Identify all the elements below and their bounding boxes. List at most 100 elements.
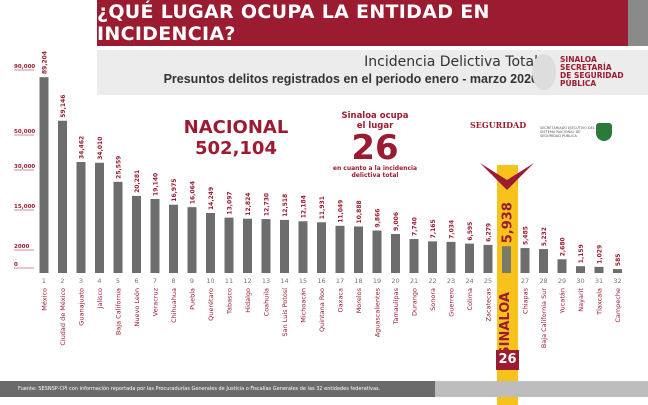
state-label: Tabasco bbox=[226, 288, 234, 315]
value-label: 20,281 bbox=[134, 170, 141, 193]
nacional-total: NACIONAL 502,104 bbox=[176, 117, 296, 159]
sinaloa-line2: el lugar bbox=[356, 121, 394, 131]
bar bbox=[39, 77, 49, 273]
value-label: 12,518 bbox=[282, 194, 289, 217]
state-label: Baja California bbox=[115, 288, 123, 335]
bar bbox=[613, 269, 622, 273]
bar bbox=[224, 217, 234, 273]
period: Presuntos delitos registrados en el peri… bbox=[163, 72, 538, 86]
state-label: Nuevo León bbox=[133, 288, 141, 326]
state-label: SINALOA bbox=[498, 292, 513, 356]
value-label: 1,029 bbox=[597, 245, 604, 264]
value-label: 12,824 bbox=[245, 193, 252, 216]
rank-label: 22 bbox=[428, 277, 436, 285]
y-tick-label: 2000 bbox=[14, 244, 29, 250]
rank-label: 21 bbox=[410, 277, 418, 285]
bar bbox=[557, 259, 567, 273]
rank-label: 10 bbox=[206, 277, 214, 285]
state-label: Baja California Sur bbox=[540, 288, 548, 348]
rank-label: 32 bbox=[613, 277, 621, 285]
bar bbox=[446, 241, 456, 273]
rank-label: 19 bbox=[373, 277, 381, 285]
state-label: Coahuila bbox=[263, 288, 271, 316]
header-title: ¿QUÉ LUGAR OCUPA LA ENTIDAD EN INCIDENCI… bbox=[97, 0, 628, 46]
rank-label: 16 bbox=[317, 277, 325, 285]
value-label: 7,740 bbox=[412, 217, 419, 236]
subtitle: Incidencia Delictiva Total bbox=[364, 54, 538, 70]
rank-label: 8 bbox=[171, 277, 175, 285]
rank-label: 25 bbox=[484, 277, 492, 285]
bar bbox=[280, 219, 289, 273]
rank-label: 29 bbox=[558, 277, 566, 285]
state-label: Chihuahua bbox=[170, 288, 178, 323]
rank-label: 31 bbox=[595, 277, 603, 285]
state-label: Guerrero bbox=[448, 288, 456, 317]
value-label: 11,049 bbox=[338, 200, 345, 223]
bar bbox=[428, 241, 437, 273]
value-label: 25,559 bbox=[116, 156, 123, 179]
rank-label: 3 bbox=[79, 277, 83, 285]
y-tick-label: 50,000 bbox=[14, 129, 35, 135]
state-label: Querétaro bbox=[207, 288, 215, 321]
value-label: 12,184 bbox=[301, 195, 308, 218]
state-label: Hidalgo bbox=[244, 288, 252, 313]
value-label: 5,232 bbox=[541, 227, 548, 246]
bar bbox=[76, 161, 86, 273]
value-label: 16,975 bbox=[171, 179, 178, 202]
bar bbox=[132, 195, 141, 273]
bar bbox=[317, 222, 326, 273]
rank-label: 30 bbox=[576, 277, 584, 285]
seguridad-logo: SEGURIDAD bbox=[470, 120, 527, 130]
header-accent bbox=[628, 0, 648, 46]
state-label: Nayarit bbox=[577, 288, 585, 312]
bar bbox=[187, 207, 197, 273]
state-label: Oaxaca bbox=[337, 288, 345, 313]
value-label: 1,159 bbox=[578, 244, 585, 263]
sinaloa-rank-box: Sinaloa ocupa el lugar 26 en cuanto a la… bbox=[320, 111, 430, 179]
state-label: Morelos bbox=[355, 287, 363, 313]
value-label: 7,034 bbox=[449, 220, 456, 239]
rank-label: 2 bbox=[60, 277, 64, 285]
state-label: Sonora bbox=[429, 288, 437, 311]
rank-label: 9 bbox=[190, 277, 194, 285]
value-label: 2,680 bbox=[560, 237, 567, 256]
state-label: Durango bbox=[411, 288, 419, 316]
state-label: Zacatecas bbox=[485, 287, 493, 321]
sinaloa-line1: Sinaloa ocupa bbox=[341, 111, 409, 121]
rank-label: 15 bbox=[299, 277, 307, 285]
rank-label: 7 bbox=[153, 277, 157, 285]
rank-label: 13 bbox=[262, 277, 270, 285]
sinaloa-ssp-logo: SINALOA SECRETARÍA DE SEGURIDAD PÚBLICA bbox=[560, 55, 624, 88]
rank-label: 17 bbox=[336, 277, 344, 285]
bar bbox=[391, 233, 400, 273]
value-label: 59,146 bbox=[60, 95, 67, 118]
y-tick-label: 0 bbox=[14, 262, 18, 268]
rank-label: 12 bbox=[243, 277, 251, 285]
bar bbox=[465, 243, 474, 273]
state-label: Aguascalientes bbox=[374, 287, 382, 337]
value-label: 13,097 bbox=[227, 191, 234, 214]
state-label: Colima bbox=[466, 288, 474, 310]
state-label: Tlaxcala bbox=[596, 288, 604, 316]
bar bbox=[520, 248, 530, 273]
nacional-value: 502,104 bbox=[195, 138, 277, 159]
rank-label: 4 bbox=[97, 277, 101, 285]
value-label: 89,204 bbox=[42, 51, 49, 74]
value-label: 7,165 bbox=[430, 219, 437, 238]
state-label: Ciudad de México bbox=[59, 288, 67, 346]
value-label: 14,249 bbox=[208, 187, 215, 210]
bar bbox=[576, 266, 585, 273]
state-label: San Luis Potosí bbox=[281, 288, 289, 337]
value-label: 5,485 bbox=[523, 226, 530, 245]
y-tick-label: 90,000 bbox=[14, 64, 35, 70]
value-label: 19,140 bbox=[153, 173, 160, 196]
sinaloa-line4: delictiva total bbox=[351, 172, 399, 179]
state-label: Guanajuato bbox=[78, 288, 86, 326]
state-label: Chiapas bbox=[522, 287, 530, 314]
state-label: Campeche bbox=[614, 288, 622, 323]
value-label: 12,730 bbox=[264, 193, 271, 216]
sinaloa-rank: 26 bbox=[351, 128, 399, 168]
bar bbox=[409, 239, 419, 273]
state-label: Michoacán bbox=[300, 288, 308, 323]
